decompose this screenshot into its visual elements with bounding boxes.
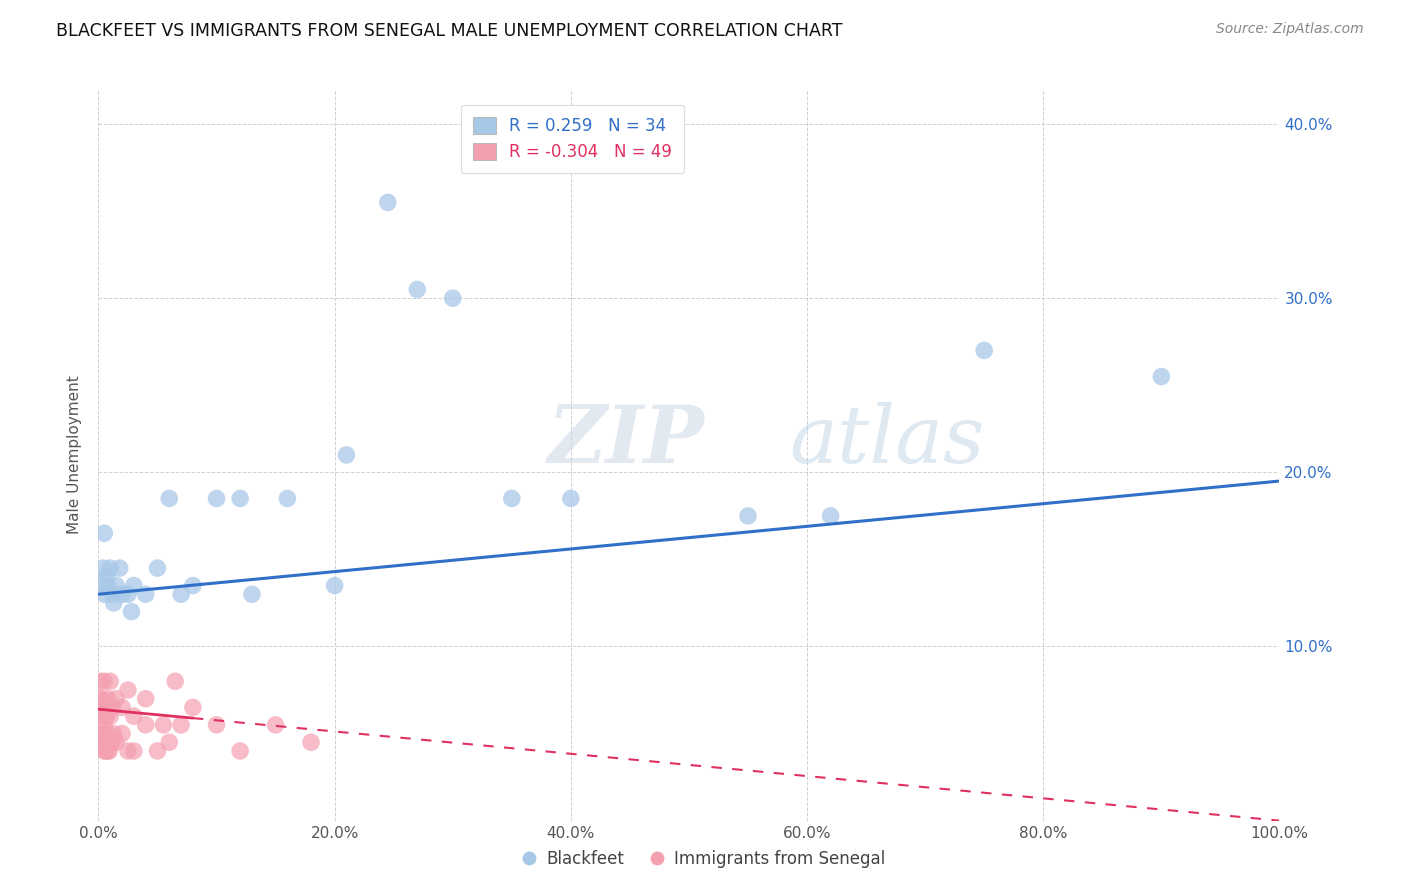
Point (181, 700, 204, 714)
Point (101, 735, 124, 749)
Point (90, 674, 112, 689)
Point (93, 526, 115, 541)
Point (240, 587, 263, 601)
Point (111, 587, 134, 601)
Point (157, 491, 180, 506)
Text: BLACKFEET VS IMMIGRANTS FROM SENEGAL MALE UNEMPLOYMENT CORRELATION CHART: BLACKFEET VS IMMIGRANTS FROM SENEGAL MAL… (56, 22, 842, 40)
Point (1150, 369, 1173, 384)
Point (108, 561, 131, 575)
Point (97, 744, 120, 758)
Point (93, 587, 115, 601)
Point (117, 587, 139, 601)
Point (87, 700, 110, 714)
Point (205, 491, 228, 506)
Point (335, 448, 357, 462)
Point (111, 700, 134, 714)
Point (299, 735, 322, 749)
Point (91, 561, 114, 575)
Point (97, 691, 120, 706)
Point (101, 700, 124, 714)
Point (93, 718, 115, 732)
Legend: R = 0.259   N = 34, R = -0.304   N = 49: R = 0.259 N = 34, R = -0.304 N = 49 (461, 105, 683, 173)
Point (135, 587, 157, 601)
Point (501, 491, 523, 506)
Point (122, 744, 145, 758)
Point (93, 700, 115, 714)
Point (98, 709, 121, 723)
Point (98, 561, 121, 575)
Point (111, 726, 134, 740)
Point (91, 578, 114, 592)
Point (441, 291, 464, 305)
Point (122, 709, 145, 723)
Point (146, 561, 169, 575)
Point (91, 691, 114, 706)
Point (135, 691, 157, 706)
Point (105, 735, 128, 749)
Point (91, 726, 114, 740)
Point (103, 596, 125, 610)
Point (96, 570, 118, 584)
Point (101, 587, 124, 601)
Point (377, 195, 399, 210)
Point (229, 491, 252, 506)
Point (91, 709, 114, 723)
Point (229, 744, 252, 758)
Text: ZIP: ZIP (547, 401, 704, 479)
Point (105, 578, 128, 592)
Point (737, 508, 759, 523)
Point (96, 709, 118, 723)
Point (93, 726, 115, 740)
Point (122, 578, 145, 592)
Point (157, 735, 180, 749)
Point (406, 283, 429, 297)
Point (170, 587, 193, 601)
Legend: Blackfeet, Immigrants from Senegal: Blackfeet, Immigrants from Senegal (515, 844, 891, 875)
Point (94, 744, 117, 758)
Point (89, 691, 111, 706)
Point (91, 735, 114, 749)
Text: atlas: atlas (789, 401, 984, 479)
Point (146, 744, 169, 758)
Point (94, 735, 117, 749)
Point (117, 744, 139, 758)
Point (97, 578, 120, 592)
Y-axis label: Male Unemployment: Male Unemployment (67, 376, 83, 534)
Point (94, 709, 117, 723)
Text: Source: ZipAtlas.com: Source: ZipAtlas.com (1216, 22, 1364, 37)
Point (98, 744, 121, 758)
Point (93, 744, 115, 758)
Point (181, 578, 204, 592)
Point (91, 709, 114, 723)
Point (170, 718, 193, 732)
Point (560, 491, 582, 506)
Point (93, 674, 115, 689)
Point (135, 718, 157, 732)
Point (98, 735, 121, 749)
Point (103, 726, 125, 740)
Point (117, 683, 139, 698)
Point (98, 674, 121, 689)
Point (973, 343, 995, 358)
Point (323, 578, 346, 592)
Point (820, 508, 842, 523)
Point (90, 700, 112, 714)
Point (121, 605, 143, 619)
Point (96, 726, 118, 740)
Point (93, 735, 115, 749)
Point (205, 718, 228, 732)
Point (264, 718, 287, 732)
Point (165, 674, 187, 689)
Point (276, 491, 298, 506)
Point (152, 718, 174, 732)
Point (105, 691, 128, 706)
